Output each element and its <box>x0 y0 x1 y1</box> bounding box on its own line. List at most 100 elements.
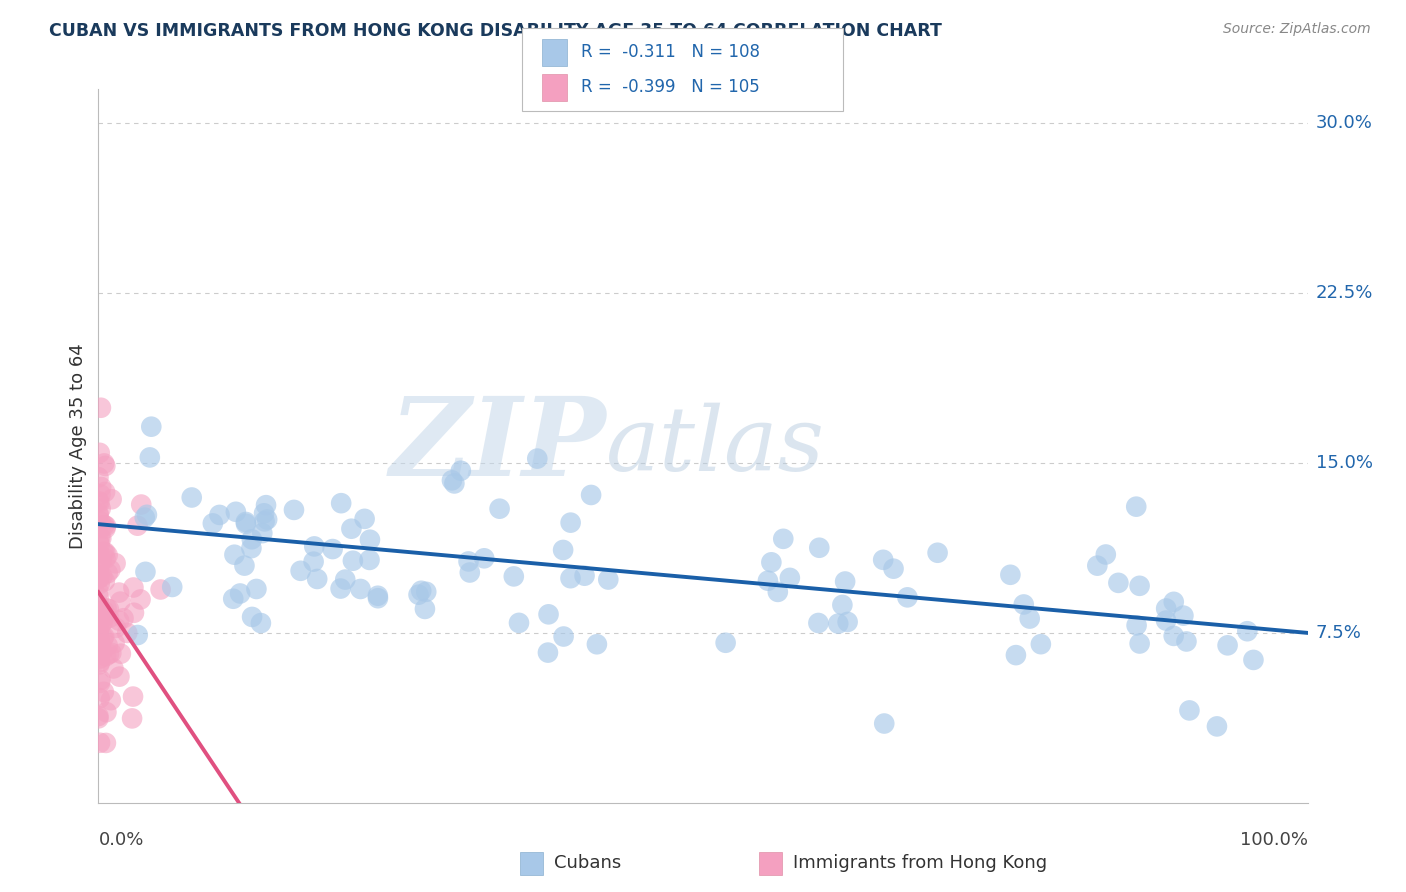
Point <box>488 501 510 516</box>
Point <box>89 608 111 623</box>
Point <box>443 476 465 491</box>
Point <box>235 515 257 529</box>
Point <box>87 571 110 585</box>
Point <box>256 512 278 526</box>
Point <box>100 563 122 577</box>
Text: 7.5%: 7.5% <box>1316 624 1362 642</box>
Point <box>89 643 111 657</box>
Point <box>127 628 149 642</box>
Point <box>121 711 143 725</box>
Point <box>89 655 111 669</box>
Point <box>413 602 436 616</box>
Point <box>574 568 596 582</box>
Point <box>1216 638 1239 652</box>
Point <box>872 553 894 567</box>
Point <box>766 585 789 599</box>
Point <box>89 446 111 460</box>
Point <box>1000 567 1022 582</box>
Point <box>122 690 145 704</box>
Point <box>117 626 139 640</box>
Point <box>89 647 111 661</box>
Point <box>560 516 582 530</box>
Point <box>103 661 125 675</box>
Point <box>1125 618 1147 632</box>
Point <box>1125 500 1147 514</box>
Point <box>250 616 273 631</box>
Point <box>349 582 371 596</box>
Text: 30.0%: 30.0% <box>1316 114 1372 132</box>
Point <box>89 633 111 648</box>
Point <box>1163 595 1185 609</box>
Point <box>240 541 263 556</box>
Point <box>94 574 117 589</box>
Point <box>1107 575 1129 590</box>
Point <box>87 494 110 508</box>
Point <box>108 670 131 684</box>
Point <box>89 676 111 690</box>
Point <box>89 487 111 501</box>
Point <box>1163 629 1185 643</box>
Point <box>834 574 856 589</box>
Point <box>89 531 111 545</box>
Point <box>526 451 548 466</box>
Point <box>87 624 110 639</box>
Point <box>94 551 117 566</box>
Point <box>89 495 111 509</box>
Point <box>450 464 472 478</box>
Point <box>87 709 110 723</box>
Point <box>89 657 111 672</box>
Point <box>283 503 305 517</box>
Point <box>90 616 112 631</box>
Point <box>225 505 247 519</box>
Point <box>335 573 357 587</box>
Point <box>100 646 122 660</box>
Point <box>560 571 582 585</box>
Point <box>87 508 110 522</box>
Point <box>1094 548 1116 562</box>
Point <box>1012 598 1035 612</box>
Point <box>94 608 117 623</box>
Point <box>235 516 257 531</box>
Point <box>93 457 115 471</box>
Point <box>90 554 112 568</box>
Point <box>89 577 111 591</box>
Point <box>756 574 779 588</box>
Point <box>104 556 127 570</box>
Point <box>896 591 918 605</box>
Point <box>94 485 117 500</box>
Point <box>122 606 145 620</box>
Point <box>89 568 111 582</box>
Point <box>322 542 344 557</box>
Point <box>457 554 479 568</box>
Point <box>89 607 111 622</box>
Point <box>761 555 783 569</box>
Point <box>94 545 117 559</box>
Point <box>87 613 110 627</box>
Point <box>837 615 859 629</box>
Point <box>89 555 111 569</box>
Point <box>180 491 202 505</box>
Point <box>1154 601 1177 615</box>
Point <box>598 573 620 587</box>
Point <box>97 548 120 562</box>
Point <box>233 558 256 573</box>
Text: 22.5%: 22.5% <box>1316 284 1374 302</box>
Point <box>90 401 112 415</box>
Point <box>87 618 110 632</box>
Point <box>91 569 114 583</box>
Point <box>89 599 111 614</box>
Point <box>94 458 117 473</box>
Point <box>367 591 389 606</box>
Point <box>245 582 267 596</box>
Point <box>1018 611 1040 625</box>
Point <box>129 592 152 607</box>
Point <box>714 636 737 650</box>
Point <box>415 584 437 599</box>
Point <box>93 604 115 618</box>
Point <box>96 601 118 615</box>
Point <box>89 652 111 666</box>
Point <box>93 630 115 644</box>
Point <box>302 555 325 569</box>
Point <box>1175 634 1198 648</box>
Point <box>1129 636 1152 650</box>
